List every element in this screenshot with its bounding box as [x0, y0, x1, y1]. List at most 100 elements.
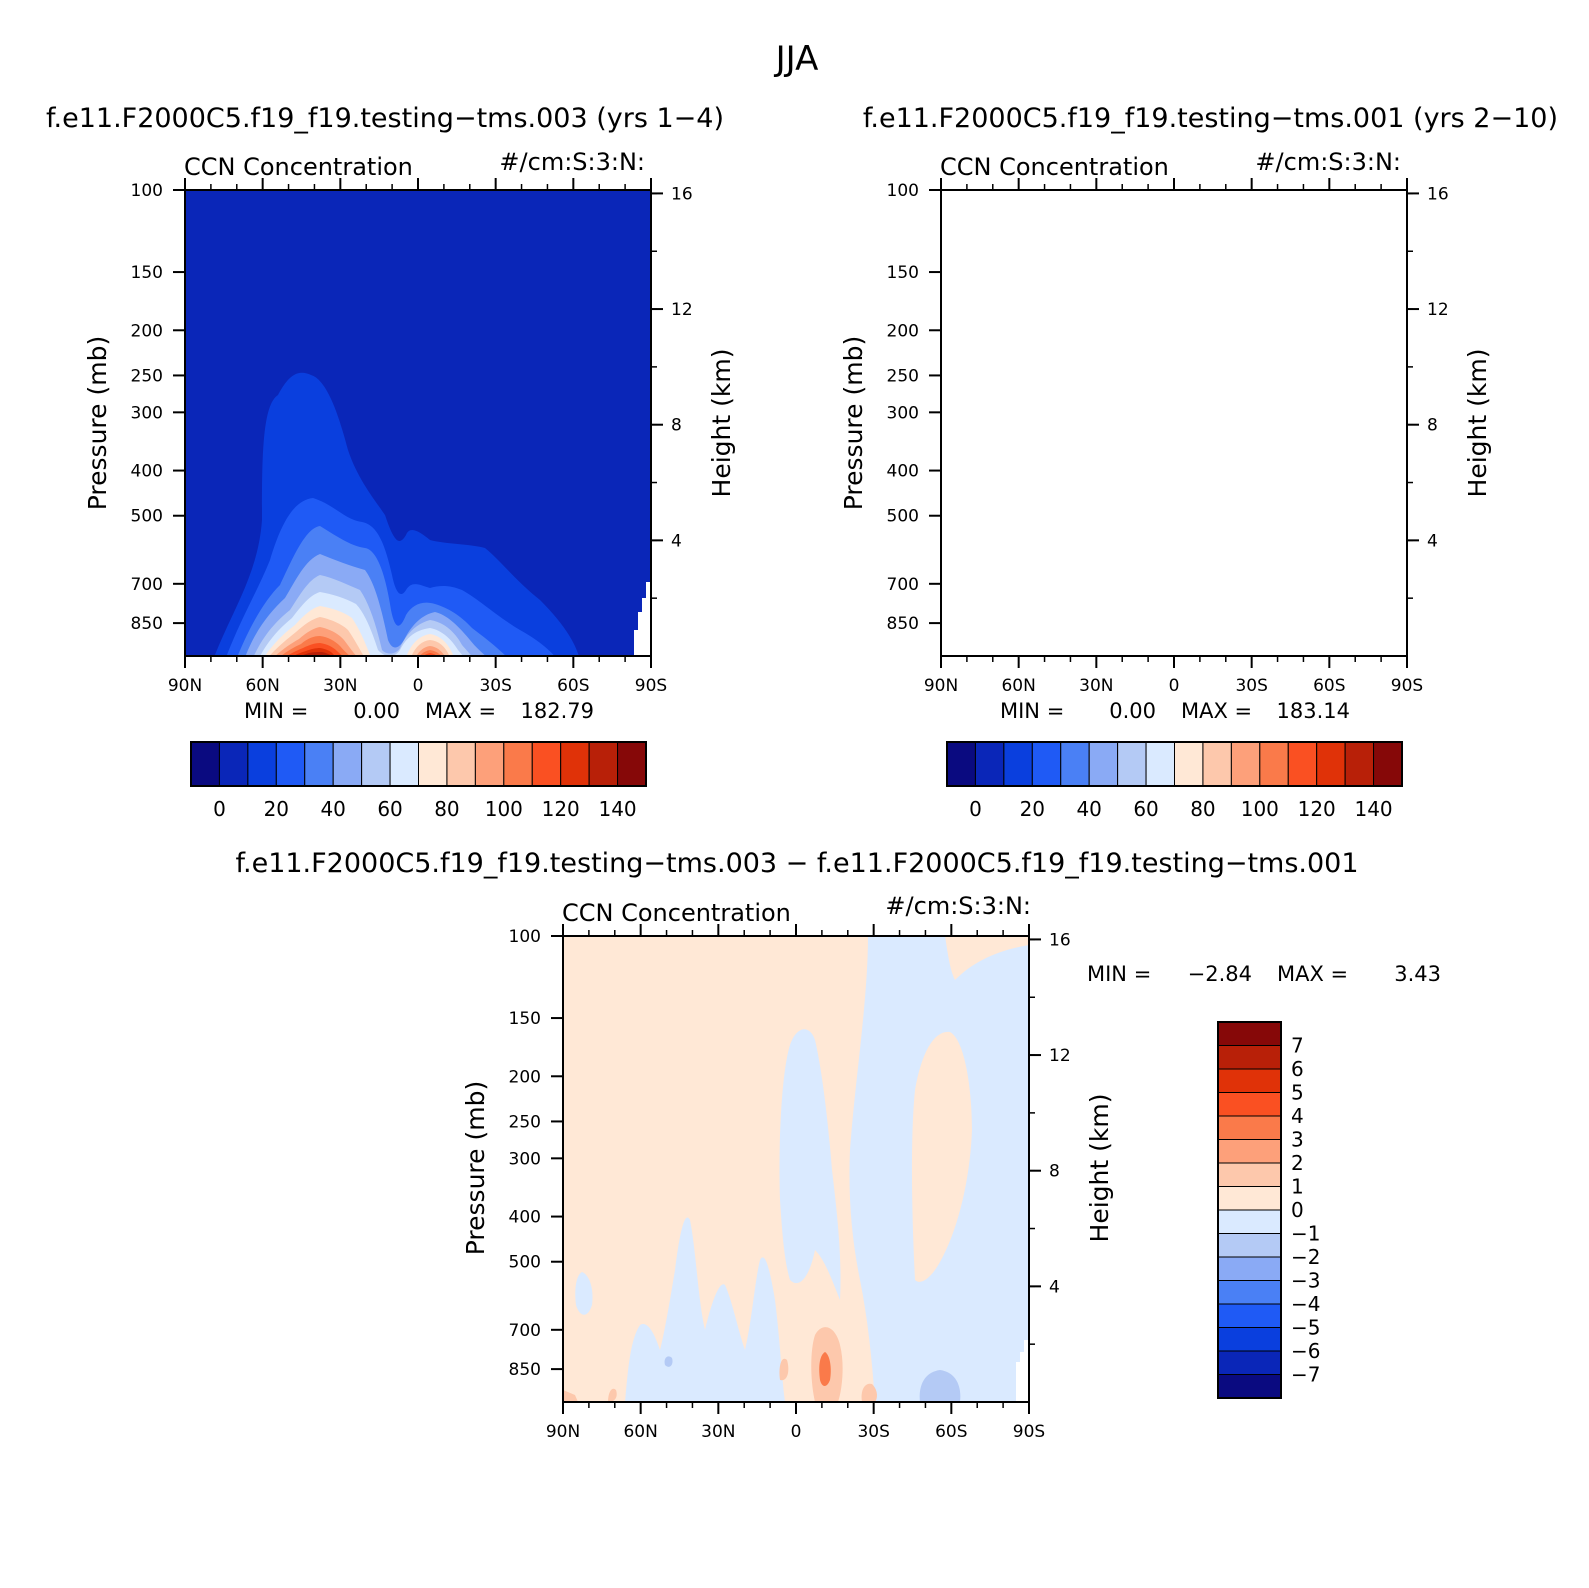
colorbar-label: 40: [320, 797, 345, 821]
x-tick-label: 90S: [635, 676, 667, 696]
colorbar-swatch: [503, 741, 533, 787]
y-tick-label: 200: [887, 321, 919, 341]
colorbar-swatch: [617, 741, 647, 787]
colorbar-label: 7: [1291, 1034, 1304, 1058]
colorbar-swatch: [1145, 741, 1175, 787]
panel-1-ylabel2: Height (km): [707, 349, 736, 498]
x-tick-label: 60N: [1001, 676, 1035, 696]
x-tick-label: 90N: [924, 676, 958, 696]
colorbar-swatch: [1060, 741, 1090, 787]
y-tick-label: 700: [887, 575, 919, 595]
y-tick-label: 100: [509, 927, 541, 947]
x-tick-label: 30N: [323, 676, 357, 696]
y-tick-label: 500: [887, 507, 919, 527]
colorbar-label: 120: [542, 797, 580, 821]
panel-1-min-label: MIN =: [244, 699, 308, 723]
y-tick-label: 150: [509, 1009, 541, 1029]
colorbar-swatch: [1373, 741, 1403, 787]
colorbar-label: 0: [969, 797, 982, 821]
panel-1-title: f.e11.F2000C5.f19_f19.testing−tms.003 (y…: [46, 103, 724, 134]
colorbar-label: 0: [1291, 1198, 1304, 1222]
y-tick-label: 250: [887, 366, 919, 386]
y-tick-label: 200: [509, 1067, 541, 1087]
y2-tick-label: 8: [1427, 416, 1438, 436]
x-tick-label: 60S: [935, 1422, 967, 1442]
colorbar-swatch: [1259, 741, 1289, 787]
colorbar-label: 40: [1076, 797, 1101, 821]
panel-3-min: −2.84: [1188, 962, 1252, 986]
y-tick-label: 850: [509, 1360, 541, 1380]
figure-title: JJA: [774, 39, 819, 79]
colorbar-swatch: [361, 741, 391, 787]
panel-2-ylabel2: Height (km): [1463, 349, 1492, 498]
panel-2-min-label: MIN =: [1000, 699, 1064, 723]
colorbar-swatch: [1217, 1209, 1282, 1234]
x-tick-label: 30N: [1079, 676, 1113, 696]
y-tick-label: 500: [509, 1253, 541, 1273]
colorbar-label: 4: [1291, 1104, 1304, 1128]
colorbar-swatch: [946, 741, 976, 787]
colorbar-swatch: [1316, 741, 1346, 787]
colorbar-label: 60: [377, 797, 402, 821]
colorbar-swatch: [247, 741, 277, 787]
y-tick-label: 150: [887, 263, 919, 283]
colorbar-swatch: [1287, 741, 1318, 787]
y-tick-label: 250: [131, 366, 163, 386]
y-tick-label: 100: [131, 181, 163, 201]
x-tick-label: 0: [791, 1422, 802, 1442]
y2-tick-label: 16: [1049, 930, 1071, 950]
colorbar-frame: [946, 741, 1403, 787]
x-tick-label: 60S: [1313, 676, 1345, 696]
panel-1-field: [185, 190, 651, 656]
y-tick-label: 150: [131, 263, 163, 283]
colorbar-label: 120: [1298, 797, 1336, 821]
y2-tick-label: 16: [1427, 184, 1449, 204]
colorbar-swatch: [1217, 1068, 1282, 1093]
x-tick-label: 30S: [857, 1422, 889, 1442]
colorbar-swatch: [304, 741, 334, 787]
colorbar-swatch: [1217, 1303, 1282, 1328]
colorbar-label: −5: [1291, 1316, 1320, 1340]
panel-2-subtitle: CCN Concentration: [940, 153, 1169, 181]
colorbar-swatch: [1217, 1233, 1282, 1258]
panel-2-title: f.e11.F2000C5.f19_f19.testing−tms.001 (y…: [863, 103, 1558, 134]
panel-1-units: #/cm:S:3:N:: [499, 148, 645, 176]
y2-tick-label: 8: [671, 416, 682, 436]
colorbar-swatch: [1217, 1186, 1282, 1211]
colorbar-swatch: [1217, 1327, 1282, 1352]
colorbar-label: 80: [434, 797, 459, 821]
colorbar-swatch: [1217, 1045, 1282, 1070]
y2-tick-label: 12: [1427, 300, 1449, 320]
panel-2-units: #/cm:S:3:N:: [1255, 148, 1401, 176]
colorbar-label: 20: [1020, 797, 1045, 821]
y2-tick-label: 16: [671, 184, 693, 204]
colorbar-swatch: [1003, 741, 1033, 787]
colorbar-label: 100: [1241, 797, 1279, 821]
x-tick-label: 60N: [623, 1422, 657, 1442]
x-tick-label: 90N: [546, 1422, 580, 1442]
colorbar-label: 140: [598, 797, 636, 821]
colorbar-label: 2: [1291, 1151, 1304, 1175]
colorbar-swatch: [1202, 741, 1232, 787]
colorbar-swatch: [1088, 741, 1119, 787]
x-tick-label: 90S: [1013, 1422, 1045, 1442]
y-tick-label: 700: [131, 575, 163, 595]
colorbar-swatch: [588, 741, 619, 787]
colorbar-label: −4: [1291, 1292, 1320, 1316]
x-tick-label: 0: [1169, 676, 1180, 696]
panel-2-min: 0.00: [1109, 699, 1156, 723]
panel-2-ylabel: Pressure (mb): [839, 336, 868, 510]
colorbar-label: 6: [1291, 1057, 1304, 1081]
colorbar-label: 60: [1133, 797, 1158, 821]
panel-3-min-label: MIN =: [1087, 962, 1151, 986]
panel-3-max-label: MAX =: [1277, 962, 1348, 986]
x-tick-label: 60N: [245, 676, 279, 696]
y-tick-label: 300: [131, 403, 163, 423]
y-tick-label: 850: [887, 614, 919, 634]
colorbar-swatch: [1344, 741, 1375, 787]
panel-3-field: [563, 936, 1029, 1402]
y2-tick-label: 12: [1049, 1046, 1071, 1066]
colorbar-swatch: [1031, 741, 1062, 787]
